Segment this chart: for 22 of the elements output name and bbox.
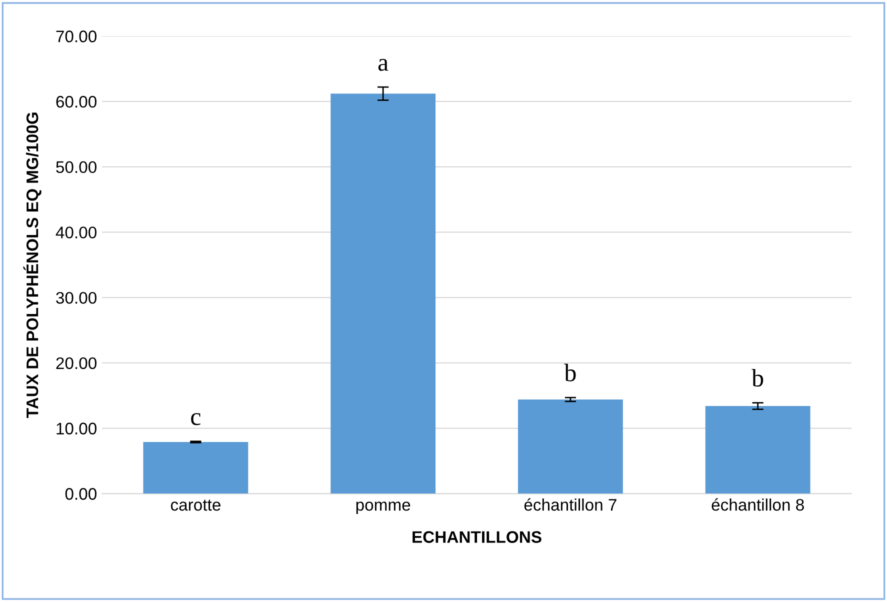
annotation: c (191, 413, 200, 426)
y-tick-label: 50.00 (56, 161, 96, 174)
y-tick-label: 60.00 (56, 96, 96, 108)
annotation: a (378, 58, 388, 71)
y-tick-label: 30.00 (56, 292, 96, 304)
y-tick-label: 0.00 (65, 488, 96, 500)
annotation: b (564, 364, 576, 382)
annotation: b (752, 369, 764, 387)
y-tick-label: 10.00 (56, 422, 96, 434)
bar (518, 400, 623, 494)
x-tick-label: échantillon 8 (712, 498, 804, 511)
x-tick-label: échantillon 7 (524, 498, 616, 511)
bar (143, 442, 248, 494)
x-tick-label: carotte (170, 500, 220, 511)
x-tick-label: pomme (356, 502, 410, 514)
y-tick-label: 70.00 (56, 30, 96, 42)
bar (330, 94, 436, 494)
bar (705, 406, 810, 494)
x-axis-title: ECHANTILLONS (412, 531, 542, 543)
y-tick-label: 40.00 (56, 226, 96, 238)
y-axis-title: TAUX DE POLYPHÉNOLS EQ MG/100G (23, 112, 42, 418)
y-tick-label: 20.00 (56, 357, 96, 370)
